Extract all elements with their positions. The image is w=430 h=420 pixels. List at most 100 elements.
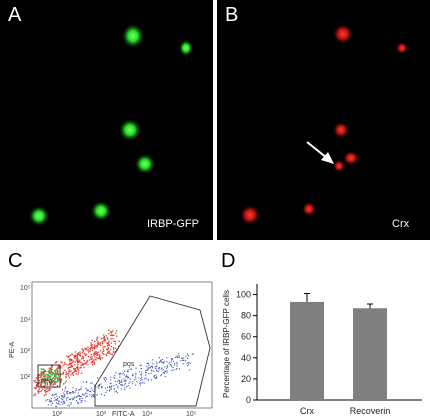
green-event-dot bbox=[51, 380, 53, 382]
blue-event-dot bbox=[141, 379, 143, 381]
red-event-dot bbox=[110, 334, 112, 337]
red-event-dot bbox=[92, 359, 95, 361]
red-event-dot bbox=[76, 353, 78, 356]
red-event-dot bbox=[48, 387, 50, 390]
red-event-dot bbox=[76, 356, 78, 358]
red-event-dot bbox=[73, 371, 75, 373]
green-event-dot bbox=[55, 381, 57, 383]
blue-event-dot bbox=[164, 370, 166, 372]
red-event-dot bbox=[54, 382, 56, 384]
red-event-dot bbox=[67, 355, 70, 357]
red-event-dot bbox=[45, 388, 47, 391]
blue-event-dot bbox=[80, 401, 82, 403]
blue-event-dot bbox=[160, 360, 162, 362]
green-event-dot bbox=[49, 378, 52, 380]
red-event-dot bbox=[35, 385, 38, 387]
blue-event-dot bbox=[56, 399, 58, 401]
green-event-dot bbox=[55, 373, 57, 375]
red-event-dot bbox=[46, 383, 49, 385]
red-event-dot bbox=[79, 354, 81, 356]
red-event-dot bbox=[95, 359, 97, 361]
red-event-dot bbox=[117, 345, 120, 348]
red-event-dot bbox=[38, 389, 40, 391]
blue-event-dot bbox=[107, 387, 109, 389]
red-event-dot bbox=[102, 346, 104, 348]
blue-event-dot bbox=[162, 372, 164, 374]
blue-event-dot bbox=[93, 391, 95, 393]
blue-event-dot bbox=[157, 370, 159, 372]
blue-event-dot bbox=[87, 389, 89, 391]
green-event-dot bbox=[53, 373, 55, 375]
red-event-dot bbox=[83, 363, 85, 365]
red-event-dot bbox=[74, 357, 76, 359]
blue-event-dot bbox=[100, 383, 102, 385]
blue-event-dot bbox=[79, 396, 81, 398]
red-event-dot bbox=[37, 392, 40, 394]
green-event-dot bbox=[51, 372, 54, 374]
blue-event-dot bbox=[152, 367, 154, 369]
red-event-dot bbox=[113, 340, 115, 342]
blue-event-dot bbox=[162, 362, 164, 364]
green-event-dot bbox=[40, 368, 43, 370]
red-event-dot bbox=[83, 360, 85, 362]
blue-event-dot bbox=[67, 390, 69, 392]
blue-event-dot bbox=[81, 393, 83, 395]
red-event-dot bbox=[82, 348, 84, 351]
blue-event-dot bbox=[147, 379, 149, 381]
red-event-dot bbox=[69, 363, 71, 365]
red-event-dot bbox=[35, 377, 37, 379]
red-event-dot bbox=[49, 384, 51, 387]
blue-event-dot bbox=[70, 403, 72, 405]
blue-event-dot bbox=[156, 376, 158, 378]
green-event-dot bbox=[44, 377, 46, 380]
red-event-dot bbox=[91, 363, 93, 366]
red-event-dot bbox=[77, 367, 79, 369]
red-event-dot bbox=[99, 358, 102, 361]
blue-event-dot bbox=[155, 374, 157, 376]
red-event-dot bbox=[56, 385, 59, 387]
blue-event-dot bbox=[119, 380, 121, 382]
blue-event-dot bbox=[119, 372, 121, 374]
red-event-dot bbox=[71, 364, 73, 367]
green-event-dot bbox=[51, 373, 53, 375]
blue-event-dot bbox=[148, 367, 150, 369]
red-event-dot bbox=[50, 383, 52, 385]
red-event-dot bbox=[76, 357, 79, 360]
blue-event-dot bbox=[148, 373, 150, 375]
blue-event-dot bbox=[62, 397, 64, 399]
red-event-dot bbox=[91, 356, 93, 358]
plot-frame bbox=[31, 281, 213, 409]
blue-event-dot bbox=[124, 389, 126, 391]
red-event-dot bbox=[99, 356, 101, 358]
blue-event-dot bbox=[60, 397, 62, 399]
blue-event-dot bbox=[135, 374, 137, 376]
blue-event-dot bbox=[58, 400, 60, 402]
red-event-dot bbox=[40, 383, 42, 385]
blue-event-dot bbox=[164, 366, 166, 368]
red-event-dot bbox=[40, 390, 43, 392]
red-event-dot bbox=[66, 355, 68, 357]
red-event-dot bbox=[46, 387, 49, 390]
red-event-dot bbox=[95, 351, 97, 353]
blue-event-dot bbox=[72, 391, 74, 393]
red-event-dot bbox=[74, 354, 76, 357]
blue-event-dot bbox=[101, 387, 103, 389]
blue-event-dot bbox=[131, 368, 133, 370]
red-event-dot bbox=[43, 372, 46, 374]
blue-event-dot bbox=[170, 364, 172, 366]
red-event-dot bbox=[68, 371, 70, 373]
red-event-dot bbox=[55, 374, 58, 376]
panel-label-d: D bbox=[221, 250, 236, 272]
green-event-dot bbox=[49, 371, 51, 373]
blue-event-dot bbox=[156, 370, 158, 372]
red-event-dot bbox=[110, 349, 112, 351]
red-event-dot bbox=[75, 373, 77, 375]
red-event-dot bbox=[103, 350, 105, 352]
green-event-dot bbox=[53, 377, 55, 379]
gfp-cell bbox=[119, 119, 141, 141]
blue-event-dot bbox=[127, 384, 129, 386]
blue-event-dot bbox=[72, 399, 74, 401]
bar-y-tick-label: 60 bbox=[241, 332, 251, 342]
red-event-dot bbox=[79, 355, 81, 357]
blue-event-dot bbox=[66, 391, 68, 393]
